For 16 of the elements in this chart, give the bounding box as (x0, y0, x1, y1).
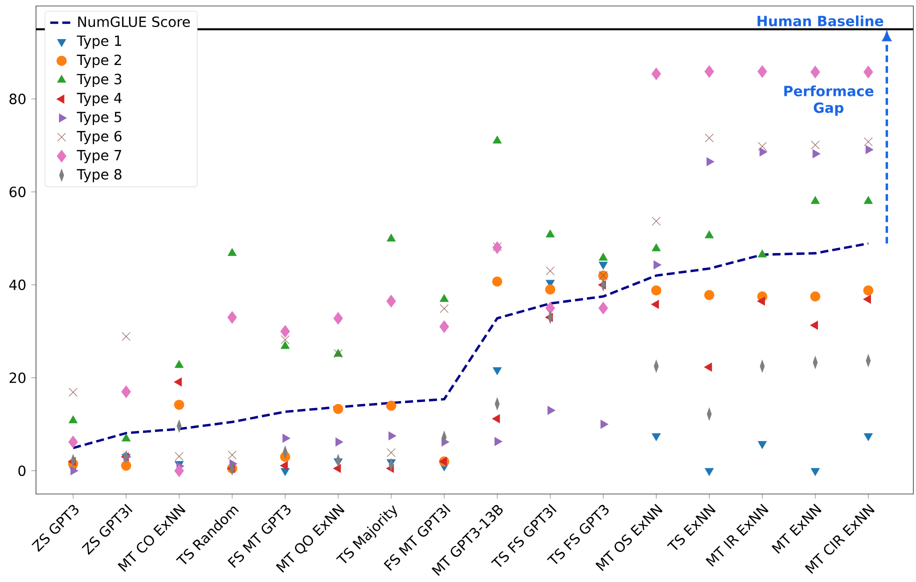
legend-label: Type 4 (76, 92, 122, 106)
y-tick-label: 0 (18, 465, 26, 476)
legend-label: Type 5 (76, 112, 122, 126)
annotation: Performace Gap (784, 86, 874, 116)
ref-line-label: Human Baseline (758, 15, 884, 26)
legend-label: Type 7 (76, 150, 122, 164)
legend-label: Type 1 (76, 36, 122, 49)
y-tick-label: 80 (10, 94, 26, 104)
legend-label: Type 3 (76, 74, 122, 88)
legend-label: Type 8 (76, 168, 122, 182)
y-tick-label: 40 (9, 280, 26, 290)
y-tick-label: 60 (10, 186, 26, 198)
legend-label: NumGLUE Score (78, 16, 190, 28)
legend-label: Type 2 (76, 54, 121, 68)
y-tick-label: 20 (10, 372, 26, 384)
legend-label: Type 6 (76, 130, 122, 144)
